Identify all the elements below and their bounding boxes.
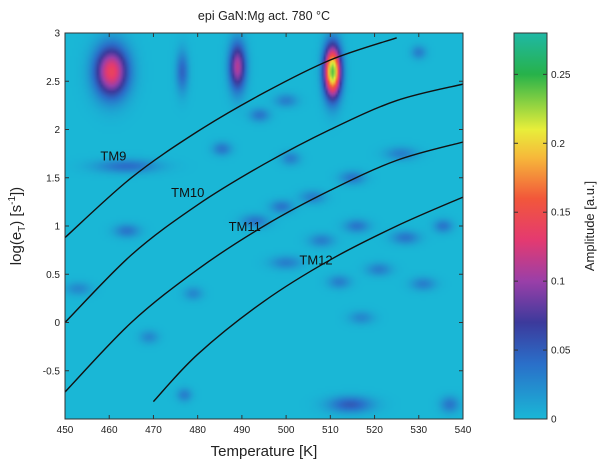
curve-tm11 [65,141,463,393]
tm-curves [65,37,463,403]
y-axis-label-main: log(e [8,232,25,265]
y-tick-label: 2 [54,125,60,136]
x-tick-label: 460 [101,425,118,436]
colorbar-tick-label: 0.05 [551,346,571,357]
y-axis-label-sup: -1 [7,196,18,205]
curve-label-tm9: TM9 [100,148,126,163]
y-tick-label: 0.5 [46,270,60,281]
x-tick-label: 500 [278,425,295,436]
x-axis-label: Temperature [K] [211,443,318,460]
x-tick-label: 470 [145,425,162,436]
x-tick-label: 520 [366,425,383,436]
y-tick-label: 0 [54,318,60,329]
colorbar-ticks: 0 0.05 0.1 0.15 0.2 0.25 [514,70,571,426]
x-tick-label: 530 [410,425,427,436]
curve-tm12 [152,196,463,403]
heatmap-area: TM9 TM10 TM11 TM12 [64,32,464,420]
y-axis-label: log(eT) [s-1]) [7,187,28,265]
x-tick-label: 490 [234,425,251,436]
x-tick-label: 510 [322,425,339,436]
curve-tm9 [65,37,397,239]
y-axis-label-end: ]) [8,187,25,196]
y-axis-label-mid: ) [s [8,205,25,226]
y-axis-label-sub: T [17,226,28,232]
y-tick-label: 1.5 [46,173,60,184]
curve-tm10 [65,83,463,323]
colorbar-tick-label: 0.15 [551,208,571,219]
curve-label-tm11: TM11 [229,219,261,234]
y-tick-label: 1 [54,222,60,233]
colorbar-tick-label: 0.25 [551,70,571,81]
tm-curve-labels: TM9 TM10 TM11 TM12 [100,148,332,267]
colorbar-tick-label: 0 [551,415,557,426]
colorbar: 0 0.05 0.1 0.15 0.2 0.25 Amplitude [a.u.] [513,32,597,426]
colorbar-label: Amplitude [a.u.] [582,181,597,271]
y-tick-label: -0.5 [43,366,61,377]
chart-title: epi GaN:Mg act. 780 °C [198,9,330,23]
curve-label-tm12: TM12 [299,253,332,268]
colorbar-tick-label: 0.1 [551,277,565,288]
curve-label-tm10: TM10 [171,185,204,200]
y-axis-ticks: -0.5 0 0.5 1 1.5 2 2.5 3 [43,29,463,377]
x-axis-ticks: 450 460 470 480 490 500 510 520 530 540 [57,33,472,436]
x-tick-label: 480 [189,425,206,436]
colorbar-tick-label: 0.2 [551,139,565,150]
x-tick-label: 540 [455,425,472,436]
y-tick-label: 2.5 [46,77,60,88]
y-tick-label: 3 [54,29,60,40]
x-tick-label: 450 [57,425,74,436]
colorbar-gradient [513,32,548,420]
